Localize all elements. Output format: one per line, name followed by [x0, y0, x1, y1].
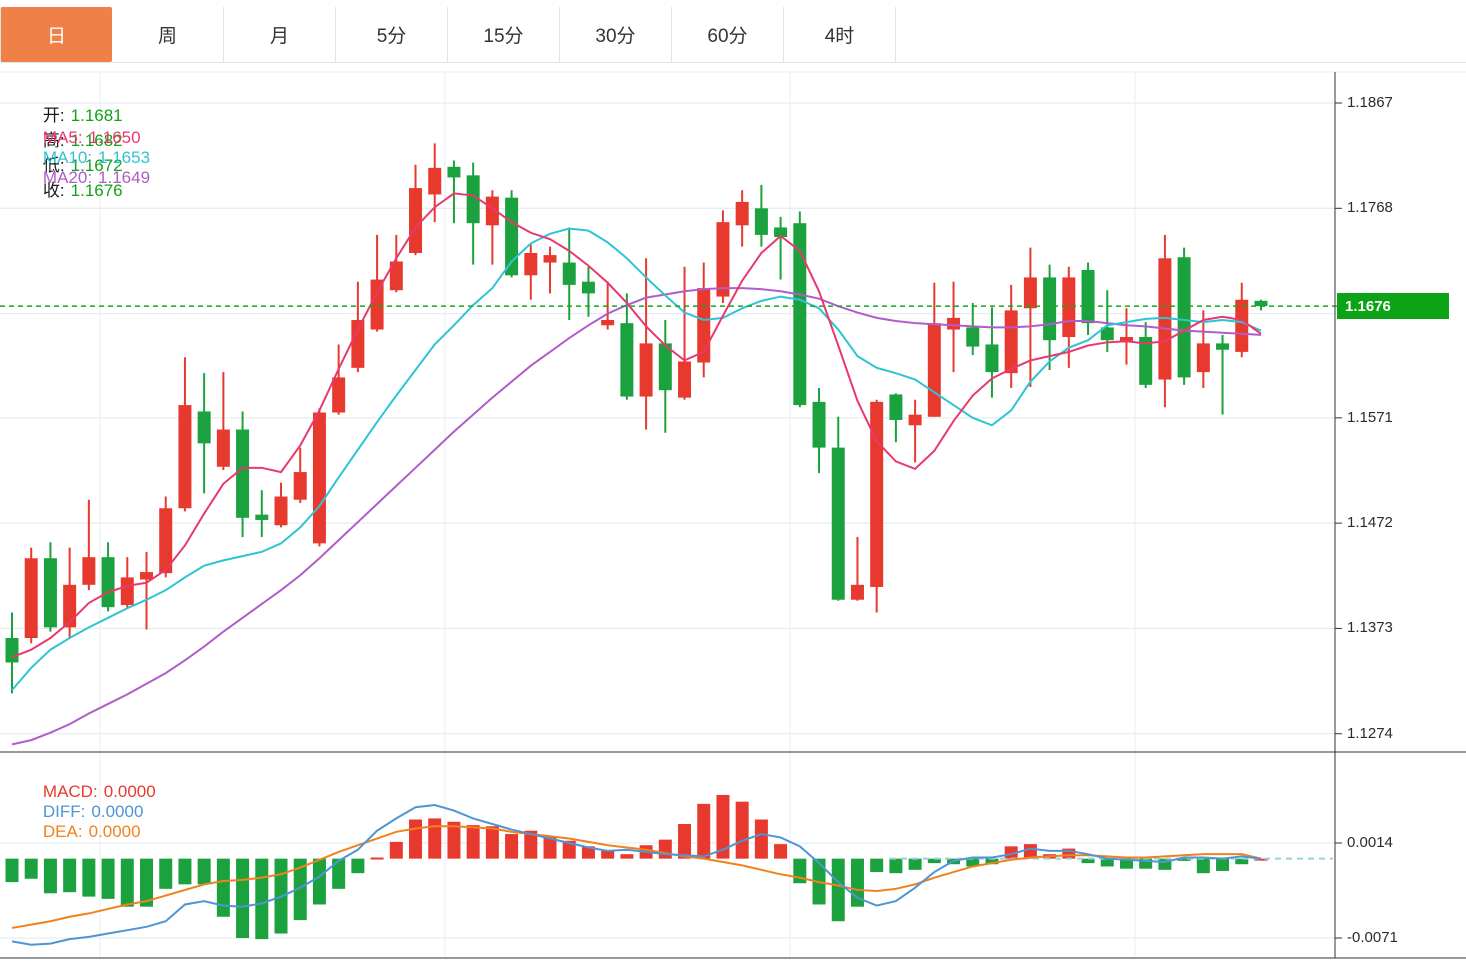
tab-60分[interactable]: 60分 — [672, 7, 784, 62]
ohlc-legend: 开: 1.1681 高: 1.1682 低: 1.1672 收: 1.1676 — [24, 81, 153, 221]
price-tick-1.1768: 1.1768 — [1347, 199, 1393, 217]
macd-value: 0.0000 — [103, 782, 156, 801]
ma20-label: MA20: — [42, 168, 93, 187]
price-tick-1.1867: 1.1867 — [1347, 94, 1393, 111]
low-label: 低: — [42, 156, 65, 175]
diff-value: 0.0000 — [91, 802, 144, 821]
ma-legend: MA5: 1.1650 MA10: 1.1653 MA20: 1.1649 — [24, 108, 180, 208]
timeframe-tabbar: 日周月 5分 15分 30分 60分 4时 — [0, 0, 1466, 63]
tab-日[interactable]: 日 — [0, 7, 112, 62]
macd-legend: MACD: 0.0000 DIFF: 0.0000 DEA: 0.0000 — [24, 762, 186, 862]
tab-15分[interactable]: 15分 — [448, 7, 560, 62]
tab-4时[interactable]: 4时 — [784, 7, 896, 62]
macd-tick-0.0014: 0.0014 — [1347, 834, 1393, 851]
dea-value: 0.0000 — [88, 822, 141, 841]
tab-5分[interactable]: 5分 — [336, 7, 448, 62]
macd-label: MACD: — [42, 782, 98, 801]
high-value: 1.1682 — [70, 131, 123, 150]
ma5-value: 1.1650 — [88, 128, 141, 147]
price-tick-1.1373: 1.1373 — [1347, 619, 1393, 637]
current-price-badge: 1.1676 — [1337, 293, 1449, 320]
ma20-value: 1.1649 — [98, 168, 151, 187]
price-tick-1.1472: 1.1472 — [1347, 514, 1393, 532]
tab-周[interactable]: 周 — [112, 7, 224, 62]
low-value: 1.1672 — [70, 156, 123, 175]
price-tick-1.1274: 1.1274 — [1347, 724, 1393, 742]
tab-月[interactable]: 月 — [224, 7, 336, 62]
ma10-label: MA10: — [42, 148, 93, 167]
dea-label: DEA: — [42, 822, 83, 841]
high-label: 高: — [42, 131, 65, 150]
ma5-label: MA5: — [42, 128, 83, 147]
price-tick-1.1571: 1.1571 — [1347, 408, 1393, 426]
macd-tick--0.0071: -0.0071 — [1347, 929, 1398, 946]
close-value: 1.1676 — [70, 181, 123, 200]
ma10-value: 1.1653 — [98, 148, 151, 167]
open-value: 1.1681 — [70, 106, 123, 125]
open-label: 开: — [42, 106, 65, 125]
close-label: 收: — [42, 181, 65, 200]
diff-label: DIFF: — [42, 802, 86, 821]
tab-30分[interactable]: 30分 — [560, 7, 672, 62]
